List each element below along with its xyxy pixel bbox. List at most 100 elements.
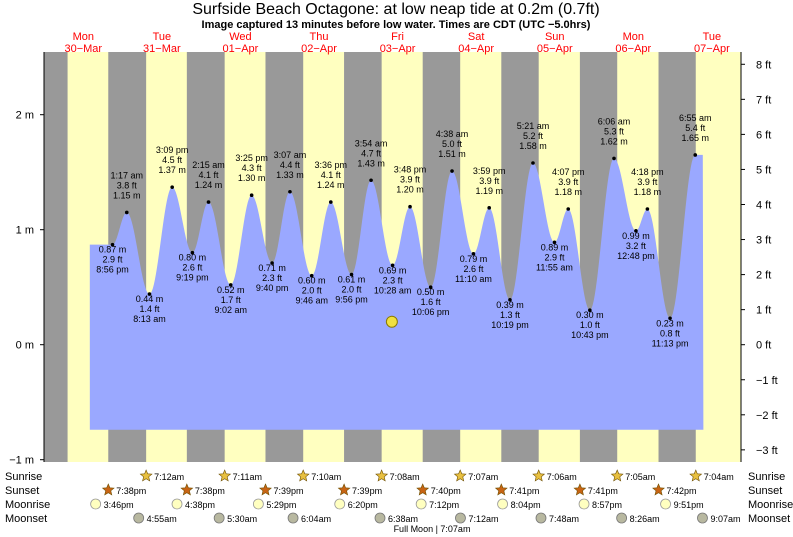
moonset-icon [697,512,708,524]
tide-label-line: 0.71 m [258,263,286,273]
moonset-time: 6:04am [301,514,331,524]
moonset-time: 4:55am [147,514,177,524]
sunset-time: 7:38pm [116,486,146,496]
tide-label-line: 1.37 m [158,165,186,175]
moonrise-icon [171,498,183,510]
tide-label-line: 0.50 m [417,287,445,297]
high-tide-label: 3:07 am4.4 ft1.33 m [274,150,307,180]
tide-extreme-point [147,292,152,296]
tide-label-line: 10:06 pm [412,307,450,317]
day-date: 03−Apr [380,43,416,55]
tide-label-line: 0.69 m [379,265,407,275]
moonrise-time: 4:38pm [185,500,215,510]
chart-subtitle: Image captured 13 minutes before low wat… [202,19,591,31]
high-tide-label: 5:21 am5.2 ft1.58 m [517,121,550,151]
high-tide-label: 4:07 pm3.9 ft1.18 m [552,167,585,197]
sunset-icon [416,483,430,496]
tide-label-line: 0.89 m [541,242,569,252]
tide-label-line: 0.23 m [656,318,684,328]
tide-label-line: 5.3 ft [604,126,625,136]
tide-extreme-point [612,156,616,161]
day-date: 05−Apr [537,43,573,55]
tide-label-line: 1.20 m [396,185,424,195]
tide-extreme-point [450,169,454,173]
sunset-time: 7:39pm [352,486,382,496]
night-band [44,52,68,462]
tide-label-line: 2:15 am [192,160,225,170]
tide-label-line: 0.79 m [460,254,488,264]
tide-extreme-point [170,185,174,189]
tide-label-line: 3.9 ft [400,175,421,185]
tide-extreme-point [508,298,512,302]
tide-extreme-point [693,153,698,157]
day-date: 04−Apr [458,43,494,55]
sunset-time: 7:42pm [667,486,697,496]
left-axis-tick-label: −1 m [9,455,34,467]
tide-label-line: 0.60 m [298,276,326,286]
tide-label-line: 0.80 m [179,253,207,263]
tide-extreme-labels: 0.87 m2.9 ft8:56 pm1:17 am3.8 ft1.15 m0.… [96,113,711,348]
sunrise-time: 7:12am [154,472,184,482]
tide-label-line: 4:18 pm [631,167,664,177]
day-name: Thu [310,31,329,43]
moonset-icon [133,512,145,524]
right-axis-tick-label: 1 ft [756,305,771,317]
moonrise-icon [415,498,427,510]
tide-label-line: 1.30 m [238,173,266,183]
tide-label-line: 10:28 am [374,285,412,295]
tide-label-line: 6:55 am [679,113,712,123]
high-tide-label: 6:55 am5.4 ft1.65 m [679,113,712,143]
right-axis-tick-label: 5 ft [756,164,771,176]
tide-label-line: 4.7 ft [361,148,382,158]
tide-extreme-point [668,316,672,321]
tide-label-line: 1.7 ft [221,295,242,305]
tide-label-line: 5:21 am [517,121,550,131]
tide-label-line: 1.18 m [554,187,582,197]
tide-label-line: 6:06 am [598,116,631,126]
moonset-time: 9:07am [710,514,740,524]
tide-label-line: 0.99 m [622,231,650,241]
low-tide-label: 0.44 m1.4 ft8:13 am [133,294,166,324]
tide-label-line: 1.33 m [276,170,304,180]
moonrise-icon [334,498,346,510]
moonrise-time: 7:12pm [429,500,459,510]
day-date: 07−Apr [694,43,730,55]
moonrise-time: 9:51pm [674,500,704,510]
sunrise-icon [139,469,153,482]
day-name: Mon [623,31,644,43]
moonset-time: 7:12am [468,514,498,524]
day-name: Tue [153,31,172,43]
tide-label-line: 3:36 pm [315,160,348,170]
tide-label-line: 1.24 m [195,180,223,190]
tide-label-line: 10:43 pm [571,330,609,340]
high-tide-label: 3:36 pm4.1 ft1.24 m [315,160,348,190]
tide-extreme-point [190,250,195,255]
tide-label-line: 1.19 m [475,186,503,196]
tide-extreme-point [249,193,254,197]
tide-extreme-point [349,272,354,277]
row-label-left: Moonrise [5,499,50,511]
right-axis-tick-label: 8 ft [756,59,771,71]
tide-label-line: 3.9 ft [637,177,658,187]
right-axis-tick-label: 6 ft [756,129,771,141]
tide-label-line: 2.9 ft [103,255,124,265]
tide-label-line: 5.2 ft [523,131,544,141]
tide-label-line: 9:02 am [214,305,247,315]
moonset-icon [455,512,466,524]
tide-extreme-point [588,308,592,313]
high-tide-label: 3:54 am4.7 ft1.43 m [355,138,388,168]
row-label-left: Sunrise [5,471,42,483]
tide-label-line: 1.65 m [682,133,710,143]
tide-label-line: 0.61 m [338,275,366,285]
tide-label-line: 2.6 ft [182,263,203,273]
moonset-time: 6:38am [388,514,418,524]
moonrise-icon [497,498,508,510]
day-name: Sat [468,31,485,43]
low-tide-label: 0.71 m2.3 ft9:40 pm [256,263,289,293]
tide-label-line: 1.3 ft [500,310,521,320]
tide-label-line: 4.5 ft [162,155,183,165]
sunset-time: 7:41pm [509,486,539,496]
sunrise-icon [296,469,310,482]
